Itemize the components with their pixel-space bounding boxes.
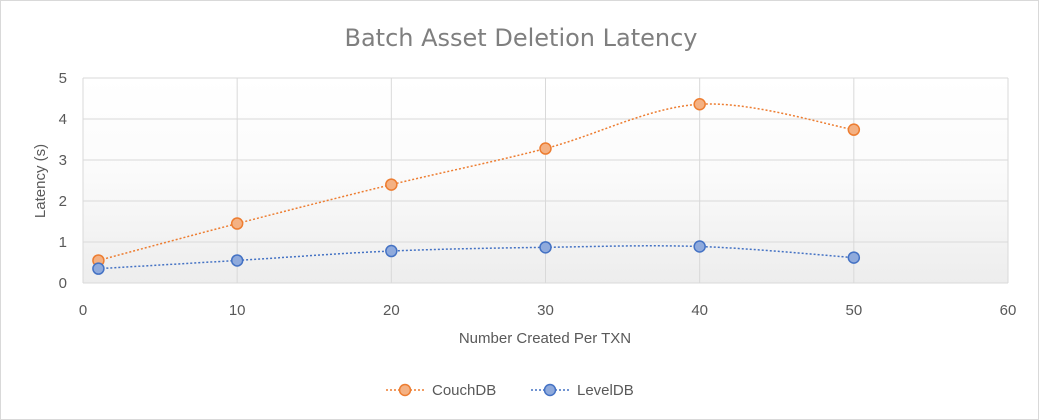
leveldb-data-point bbox=[539, 241, 552, 254]
couchdb-data-point bbox=[693, 97, 706, 111]
x-tick-label: 0 bbox=[79, 302, 87, 319]
y-tick-label: 4 bbox=[59, 111, 67, 128]
y-tick-label: 1 bbox=[59, 234, 67, 251]
x-axis-label: Number Created Per TXN bbox=[459, 330, 631, 347]
x-tick-label: 60 bbox=[1000, 302, 1017, 319]
leveldb-data-point bbox=[385, 244, 398, 258]
y-tick-label: 0 bbox=[59, 275, 67, 292]
x-tick-label: 30 bbox=[537, 302, 554, 319]
x-tick-label: 20 bbox=[383, 302, 400, 319]
x-tick-label: 50 bbox=[845, 302, 862, 319]
legend: CouchDB LevelDB bbox=[386, 382, 634, 399]
couchdb-data-point bbox=[230, 217, 244, 230]
y-tick-label: 2 bbox=[59, 193, 67, 210]
couchdb-data-point bbox=[385, 178, 398, 191]
leveldb-data-point bbox=[230, 254, 244, 267]
couchdb-data-point bbox=[539, 142, 552, 155]
leveldb-legend-label: LevelDB bbox=[577, 382, 634, 399]
y-tick-label: 3 bbox=[59, 152, 67, 169]
series-group bbox=[92, 97, 861, 275]
y-axis-label: Latency (s) bbox=[32, 144, 49, 218]
couchdb-legend-label: CouchDB bbox=[432, 382, 496, 399]
x-tick-label: 10 bbox=[229, 302, 246, 319]
leveldb-data-point bbox=[847, 251, 861, 264]
leveldb-data-point bbox=[92, 262, 105, 275]
leveldb-data-point bbox=[693, 240, 706, 253]
couchdb-data-point bbox=[847, 123, 861, 136]
chart-title: Batch Asset Deletion Latency bbox=[345, 24, 698, 52]
leveldb-legend-marker bbox=[543, 383, 557, 397]
x-tick-label: 40 bbox=[691, 302, 708, 319]
y-tick-label: 5 bbox=[59, 70, 67, 87]
leveldb-series-line bbox=[98, 245, 854, 270]
couchdb-legend-marker bbox=[398, 383, 412, 397]
